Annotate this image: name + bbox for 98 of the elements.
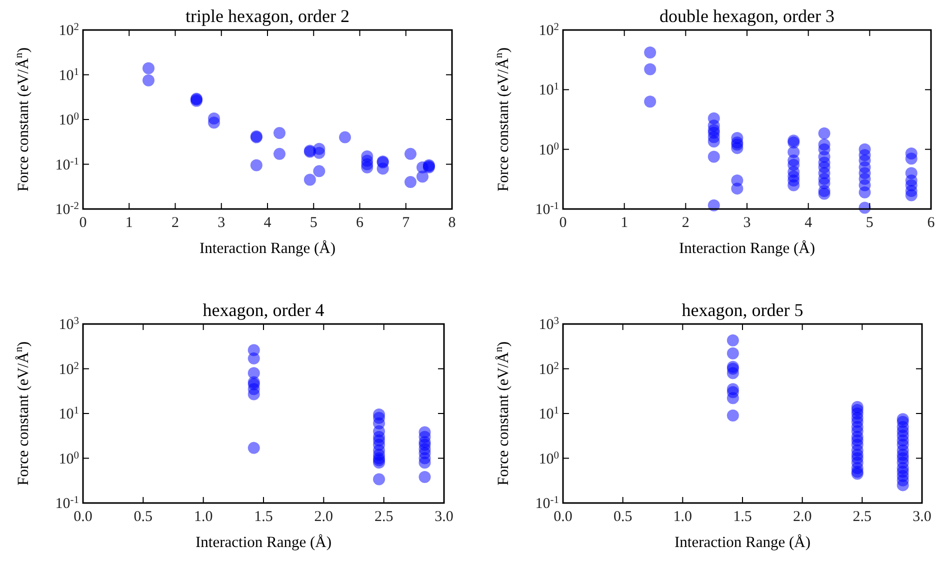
x-tick-label: 5	[866, 215, 874, 231]
point	[726, 347, 739, 360]
x-tick-label: 6	[356, 215, 364, 231]
point	[818, 188, 830, 200]
point	[418, 471, 431, 484]
x-tick-label: 0.0	[74, 509, 92, 525]
x-tick-label: 2.0	[792, 509, 812, 525]
point	[644, 96, 656, 108]
x-tick-label: 1	[620, 215, 628, 231]
x-axis-title: Interaction Range (Å)	[196, 534, 332, 551]
x-tick-label: 8	[448, 215, 456, 231]
y-tick-label: 10$^{0}$	[538, 140, 559, 158]
x-tick-label: 3	[743, 215, 751, 231]
x-tick-label: 1.0	[194, 509, 213, 525]
point	[726, 410, 739, 422]
y-tick-label: 10$^{-1}$	[55, 494, 79, 512]
point	[273, 126, 286, 139]
point	[404, 176, 416, 188]
point	[142, 62, 154, 74]
y-tick-label: 10$^{-1}$	[535, 494, 559, 512]
point	[373, 456, 386, 469]
x-tick-label: 7	[402, 215, 410, 231]
y-tick-label: 10$^{3}$	[538, 316, 559, 333]
y-tick-label: 10$^{-1}$	[535, 200, 559, 218]
point	[644, 46, 656, 58]
x-tick-label: 2.5	[852, 509, 872, 525]
x-axis-title: Interaction Range (Å)	[200, 240, 336, 257]
y-tick-label: 10$^{-1}$	[55, 156, 79, 174]
x-tick-label: 3.0	[434, 509, 454, 525]
x-tick-label: 0.5	[613, 509, 632, 525]
point	[731, 182, 744, 195]
point	[418, 456, 431, 469]
x-tick-label: 0.0	[554, 509, 572, 525]
x-tick-label: 2.0	[314, 509, 334, 525]
chart-title: double hexagon, order 3	[660, 6, 834, 26]
point	[416, 170, 428, 183]
x-axis-title: Interaction Range (Å)	[679, 240, 815, 257]
point	[248, 352, 260, 364]
point	[644, 63, 656, 76]
x-tick-label: 1	[125, 215, 133, 231]
x-tick-label: 0	[79, 215, 87, 231]
point	[896, 479, 909, 492]
y-tick-label: 10$^{1}$	[58, 405, 79, 422]
x-tick-label: 3	[218, 215, 226, 231]
x-tick-label: 4	[264, 215, 272, 231]
x-tick-label: 0	[559, 215, 567, 231]
y-tick-label: 10$^{1}$	[58, 66, 79, 84]
y-tick-label: 10$^{2}$	[538, 22, 559, 39]
y-tick-label: 10$^{2}$	[58, 360, 79, 378]
point	[818, 127, 830, 140]
y-tick-label: 10$^{0}$	[58, 111, 79, 128]
point	[788, 179, 800, 192]
point	[858, 186, 871, 198]
point	[905, 189, 918, 202]
x-tick-label: 4	[804, 215, 813, 231]
x-tick-label: 2.5	[374, 509, 394, 525]
point	[376, 162, 389, 175]
point	[304, 174, 316, 186]
x-tick-label: 3.0	[912, 509, 932, 525]
point	[250, 159, 262, 172]
point	[731, 142, 744, 154]
point	[361, 161, 374, 174]
point	[338, 131, 351, 144]
x-tick-label: 1.0	[673, 509, 692, 525]
chart-title: triple hexagon, order 2	[186, 6, 350, 26]
point	[248, 442, 260, 454]
point	[313, 165, 326, 178]
point	[313, 146, 326, 159]
y-tick-label: 10$^{1}$	[538, 81, 559, 99]
point	[708, 150, 720, 163]
y-tick-label: 10$^{2}$	[58, 22, 79, 39]
y-tick-label: 10$^{0}$	[58, 450, 79, 468]
point	[373, 473, 386, 486]
point	[142, 74, 154, 86]
x-tick-label: 1.5	[254, 509, 273, 525]
x-axis-title: Interaction Range (Å)	[674, 534, 810, 551]
y-tick-label: 10$^{3}$	[58, 316, 79, 333]
x-tick-label: 0.5	[134, 509, 153, 525]
x-tick-label: 1.5	[733, 509, 752, 525]
y-tick-label: 10$^{0}$	[538, 450, 559, 468]
x-tick-label: 2	[172, 215, 179, 231]
y-tick-label: 10$^{-2}$	[55, 200, 79, 218]
point	[726, 392, 739, 404]
point	[726, 334, 739, 346]
x-tick-label: 6	[927, 215, 936, 231]
chart-title: hexagon, order 5	[682, 300, 804, 320]
point	[708, 136, 720, 148]
point	[248, 388, 260, 400]
y-tick-label: 10$^{2}$	[538, 360, 559, 378]
x-tick-label: 2	[682, 215, 690, 231]
chart-title: hexagon, order 4	[202, 300, 324, 320]
point	[273, 148, 286, 160]
point	[905, 152, 918, 165]
y-tick-label: 10$^{1}$	[538, 405, 559, 422]
point	[208, 116, 220, 129]
point	[404, 148, 416, 160]
point	[726, 367, 739, 380]
x-tick-label: 5	[310, 215, 318, 231]
